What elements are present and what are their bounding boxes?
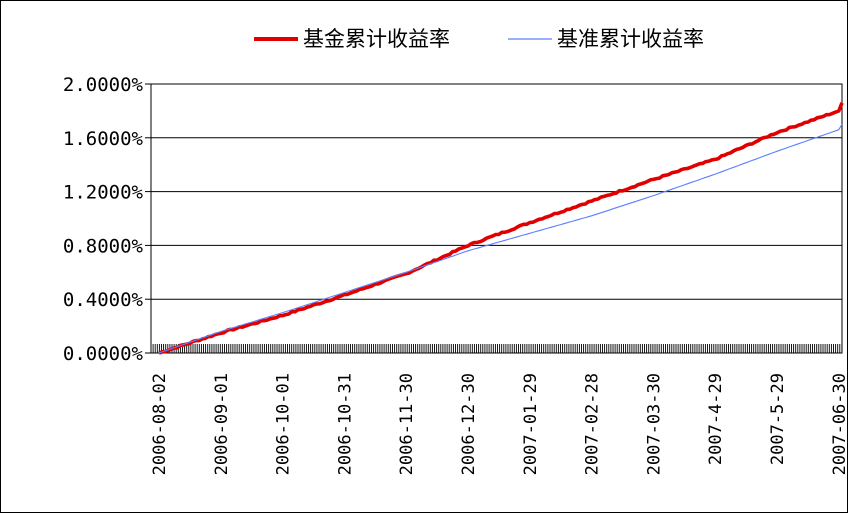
x-tick-label: 2006-12-30: [459, 373, 479, 475]
y-tick-label: 0.0000%: [63, 343, 144, 365]
x-tick-label: 2006-08-02: [150, 373, 170, 475]
y-tick-label: 0.8000%: [63, 235, 144, 257]
x-tick-label: 2006-09-01: [212, 373, 232, 475]
x-tick-label: 2006-10-01: [274, 373, 294, 475]
grid-lines: [151, 83, 842, 300]
x-tick-labels: 2006-08-02 2006-09-01 2006-10-01 2006-10-31…: [150, 373, 848, 475]
x-tick-label: 2007-01-29: [521, 373, 541, 475]
x-tick-label: 2007-02-28: [583, 373, 603, 475]
x-tick-label: 2006-10-31: [335, 373, 355, 475]
x-tick-label: 2007-03-30: [644, 373, 664, 475]
y-tick-label: 1.6000%: [63, 128, 144, 150]
legend-label-fund: 基金累计收益率: [303, 27, 450, 51]
legend-label-benchmark: 基准累计收益率: [557, 27, 704, 51]
series-line-fund: [158, 102, 844, 355]
x-tick-label: 2006-11-30: [397, 373, 417, 475]
plot-area: [150, 83, 843, 354]
x-tick-label: 2007-4-29: [706, 373, 726, 465]
y-tick-labels: 0.0000% 0.4000% 0.8000% 1.2000% 1.6000% 2.000…: [63, 74, 151, 365]
legend: 基金累计收益率 基准累计收益率: [254, 27, 704, 51]
x-tick-label: 2007-06-30: [830, 373, 848, 475]
y-tick-label: 2.0000%: [63, 74, 144, 96]
y-tick-label: 0.4000%: [63, 289, 144, 311]
x-tick-label: 2007-5-29: [768, 373, 788, 465]
series-line-benchmark: [158, 124, 843, 354]
x-axis-minor-ticks: [150, 344, 843, 353]
series-lines: [158, 102, 844, 355]
y-tick-label: 1.2000%: [63, 182, 144, 204]
